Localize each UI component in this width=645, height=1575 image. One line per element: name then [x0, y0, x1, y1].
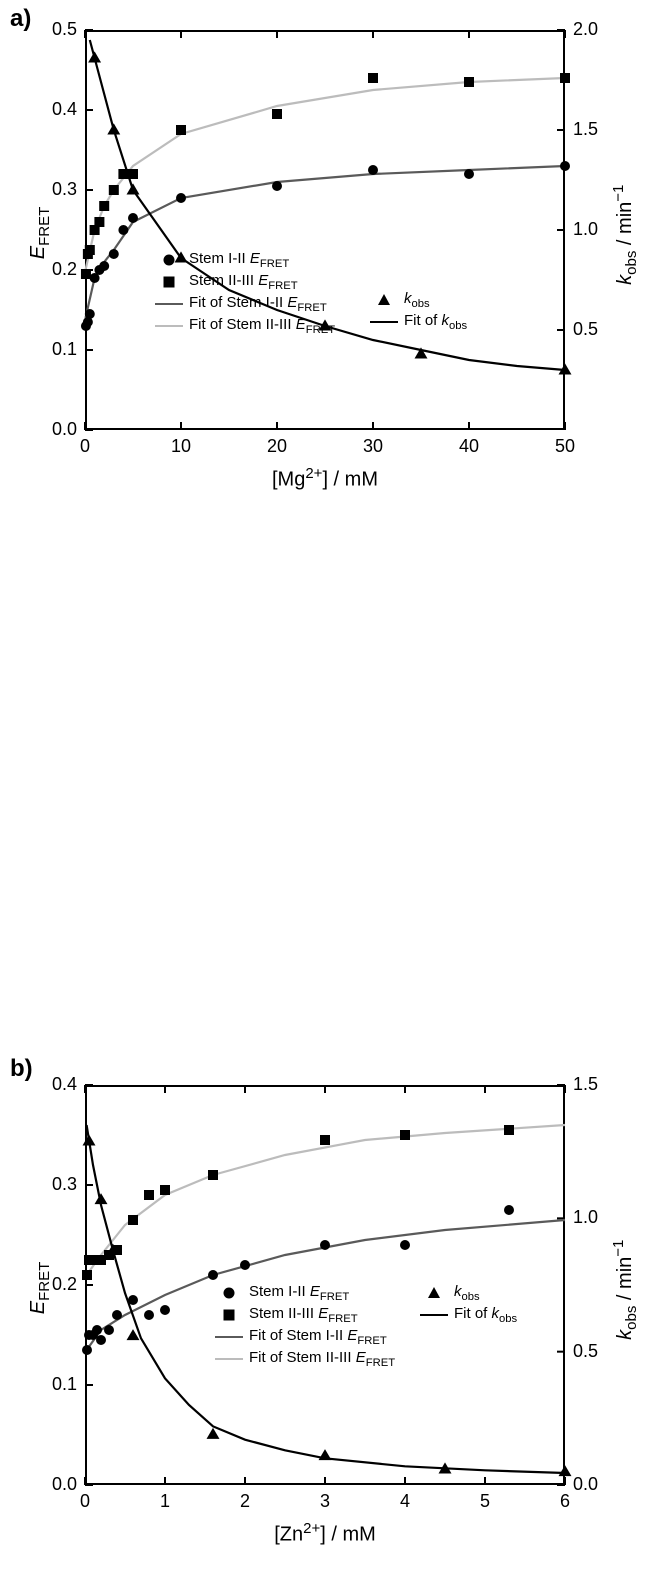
y-left-tick-label: 0.3	[35, 1174, 77, 1195]
y-left-tick-label: 0.0	[35, 1474, 77, 1495]
legend-text: kobs	[454, 1283, 480, 1303]
panel-b-y-right-title: kobs / min−1	[610, 1240, 640, 1340]
y-left-tick-label: 0.1	[35, 339, 77, 360]
panel-b-svg	[0, 525, 645, 1575]
legend-row: Stem II-III EFRET	[215, 1305, 395, 1325]
x-tick-label: 4	[385, 1491, 425, 1512]
panel-a: a) EFRET kobs / min−1 [Mg2+] / mM 010203…	[0, 0, 645, 525]
legend-text: Fit of Stem II-III EFRET	[249, 1349, 395, 1369]
x-tick-label: 3	[305, 1491, 345, 1512]
panel-b: b) EFRET kobs / min−1 [Zn2+] / mM 012345…	[0, 525, 645, 1050]
legend-row: Fit of Stem II-III EFRET	[155, 316, 335, 336]
legend-text: Fit of Stem II-III EFRET	[189, 316, 335, 336]
y-left-tick-label: 0.5	[35, 19, 77, 40]
x-tick-label: 1	[145, 1491, 185, 1512]
legend-row: Stem I-II EFRET	[215, 1283, 395, 1303]
legend-symbol	[155, 319, 183, 333]
legend-symbol	[215, 1330, 243, 1344]
legend-row: Fit of kobs	[370, 312, 467, 332]
x-tick-label: 20	[257, 436, 297, 457]
x-tick-label: 10	[161, 436, 201, 457]
y-left-tick-label: 0.3	[35, 179, 77, 200]
legend-text: kobs	[404, 290, 430, 310]
legend-symbol	[215, 1308, 243, 1322]
figure: a) EFRET kobs / min−1 [Mg2+] / mM 010203…	[0, 0, 645, 1050]
legend-row: Stem I-II EFRET	[155, 250, 335, 270]
y-right-tick-label: 1.0	[573, 219, 598, 240]
y-left-tick-label: 0.4	[35, 1074, 77, 1095]
legend-row: Fit of Stem I-II EFRET	[155, 294, 335, 314]
x-tick-label: 30	[353, 436, 393, 457]
legend-row: Stem II-III EFRET	[155, 272, 335, 292]
panel-b-x-title: [Zn2+] / mM	[85, 1520, 565, 1547]
legend-symbol	[215, 1352, 243, 1366]
legend-row: Fit of Stem I-II EFRET	[215, 1327, 395, 1347]
legend-symbol	[370, 293, 398, 307]
x-tick-label: 5	[465, 1491, 505, 1512]
y-right-tick-label: 1.0	[573, 1207, 598, 1228]
legend-symbol	[420, 1286, 448, 1300]
legend-symbol	[155, 253, 183, 267]
x-tick-label: 50	[545, 436, 585, 457]
y-left-tick-label: 0.4	[35, 99, 77, 120]
y-right-tick-label: 0.5	[573, 319, 598, 340]
legend-text: Stem II-III EFRET	[249, 1305, 358, 1325]
legend-symbol	[215, 1286, 243, 1300]
legend-symbol	[155, 297, 183, 311]
legend-row: kobs	[420, 1283, 517, 1303]
y-left-tick-label: 0.0	[35, 419, 77, 440]
legend-text: Fit of kobs	[454, 1305, 517, 1325]
y-left-tick-label: 0.2	[35, 1274, 77, 1295]
legend-symbol	[420, 1308, 448, 1322]
y-right-tick-label: 1.5	[573, 119, 598, 140]
legend-symbol	[155, 275, 183, 289]
y-right-tick-label: 1.5	[573, 1074, 598, 1095]
legend-row: Fit of Stem II-III EFRET	[215, 1349, 395, 1369]
legend-row: kobs	[370, 290, 467, 310]
legend-text: Fit of Stem I-II EFRET	[189, 294, 327, 314]
legend-text: Stem I-II EFRET	[249, 1283, 349, 1303]
y-right-tick-label: 0.0	[573, 1474, 598, 1495]
legend-text: Stem I-II EFRET	[189, 250, 289, 270]
panel-a-y-right-title: kobs / min−1	[610, 185, 640, 285]
x-tick-label: 40	[449, 436, 489, 457]
legend-symbol	[370, 315, 398, 329]
y-right-tick-label: 0.5	[573, 1341, 598, 1362]
y-left-tick-label: 0.1	[35, 1374, 77, 1395]
x-tick-label: 2	[225, 1491, 265, 1512]
y-left-tick-label: 0.2	[35, 259, 77, 280]
panel-a-x-title: [Mg2+] / mM	[85, 465, 565, 492]
legend-text: Fit of kobs	[404, 312, 467, 332]
y-right-tick-label: 2.0	[573, 19, 598, 40]
legend-text: Fit of Stem I-II EFRET	[249, 1327, 387, 1347]
legend-row: Fit of kobs	[420, 1305, 517, 1325]
legend-text: Stem II-III EFRET	[189, 272, 298, 292]
